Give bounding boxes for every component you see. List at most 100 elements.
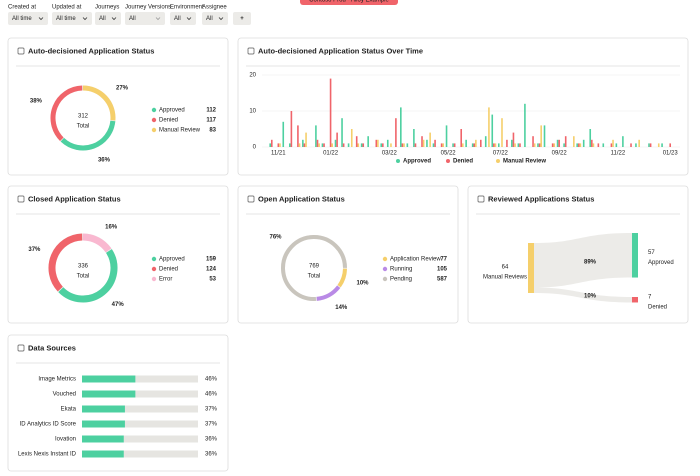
panel (237, 185, 459, 324)
bar (442, 143, 445, 147)
bar (440, 143, 443, 147)
caret[interactable] (82, 17, 88, 21)
legend-label: Approved (159, 257, 185, 263)
legend-dot (151, 127, 157, 133)
caret[interactable] (186, 17, 192, 21)
bar (377, 139, 379, 147)
legend-value: 117 (206, 118, 216, 124)
bar (341, 118, 343, 147)
bar (290, 111, 293, 147)
value-label: 36% (205, 437, 218, 443)
bar (540, 125, 542, 147)
filter-value[interactable]: All (99, 16, 106, 22)
filter-value[interactable]: All (206, 16, 213, 22)
bar (556, 139, 559, 147)
legend-dot (151, 256, 157, 262)
filter-dropdown[interactable]: All time (52, 12, 92, 25)
legend-label: Denied (159, 267, 178, 273)
filter-box[interactable] (125, 12, 165, 25)
bar (597, 143, 600, 147)
bar (413, 129, 415, 147)
bar (462, 143, 464, 147)
bar (612, 139, 614, 147)
filter-dropdown[interactable]: All (170, 12, 196, 25)
legend-value: 159 (206, 257, 217, 263)
panel (7, 37, 229, 176)
caret[interactable] (111, 17, 117, 21)
filter-value[interactable]: All time (56, 16, 76, 22)
legend-value: 83 (209, 128, 216, 134)
add-filter-button[interactable] (233, 12, 251, 25)
value-label: 46% (205, 377, 218, 383)
bar (579, 143, 582, 147)
bar (591, 139, 593, 147)
legend-dot (382, 266, 388, 272)
panel (237, 37, 689, 176)
filter-dropdown[interactable]: All time (8, 12, 48, 25)
panel-icon (247, 47, 255, 55)
legend-label: Approved (403, 159, 431, 165)
filter-value[interactable]: All (129, 16, 136, 22)
bar (347, 143, 350, 147)
bar (380, 143, 383, 147)
caret[interactable] (155, 17, 161, 21)
caret[interactable] (218, 17, 224, 21)
bar (414, 143, 417, 147)
y-tick-label: 10 (249, 109, 256, 115)
legend-dot (151, 117, 157, 123)
bar (434, 139, 436, 147)
bar (532, 136, 534, 147)
bar (303, 143, 306, 147)
bar (403, 143, 405, 147)
bar (331, 143, 333, 147)
percent-label: 38% (30, 99, 43, 105)
x-tick-label: 09/22 (552, 151, 568, 157)
filter-box[interactable] (95, 12, 121, 25)
donut-segment (316, 285, 341, 301)
flow-percent: 10% (584, 294, 597, 300)
filter-value[interactable]: All (174, 16, 181, 22)
y-tick-label: 0 (253, 145, 257, 151)
bar-track (82, 435, 198, 443)
filter-dropdown[interactable]: All (125, 12, 165, 25)
bar (432, 143, 435, 147)
bar (315, 125, 317, 147)
filter-value[interactable]: All time (12, 16, 32, 22)
filter-dropdown[interactable]: All (95, 12, 121, 25)
bar (82, 390, 136, 398)
bar (475, 139, 477, 147)
caret[interactable] (38, 17, 44, 21)
filter-dropdown[interactable]: All (202, 12, 228, 25)
filter-box[interactable] (8, 12, 48, 25)
bar (551, 143, 554, 147)
bar (318, 143, 320, 147)
bar (336, 132, 338, 147)
bar (323, 143, 325, 147)
bar (316, 139, 319, 147)
bar (297, 125, 299, 147)
bar (453, 143, 456, 147)
bar (421, 136, 423, 147)
legend-label: Manual Review (503, 159, 546, 165)
bar (573, 136, 575, 147)
bar-track (82, 390, 198, 398)
panel-title: Closed Application Status (28, 194, 121, 203)
bar (494, 143, 497, 147)
source-label: Manual Reviews (483, 275, 527, 281)
filter-box[interactable] (170, 12, 196, 25)
x-tick-label: 01/23 (663, 151, 679, 157)
bar (82, 435, 124, 443)
add-filter-text[interactable]: + (240, 16, 244, 22)
bar (538, 143, 541, 147)
legend-dot (151, 266, 157, 272)
bar (302, 139, 304, 147)
bar (350, 129, 353, 147)
source-name: Iovation (55, 437, 76, 443)
filter-box[interactable] (202, 12, 228, 25)
filter-box[interactable] (52, 12, 92, 25)
source-name: Ekata (61, 407, 77, 413)
legend-dot (151, 276, 157, 282)
bar (657, 143, 660, 147)
bar (465, 139, 467, 147)
